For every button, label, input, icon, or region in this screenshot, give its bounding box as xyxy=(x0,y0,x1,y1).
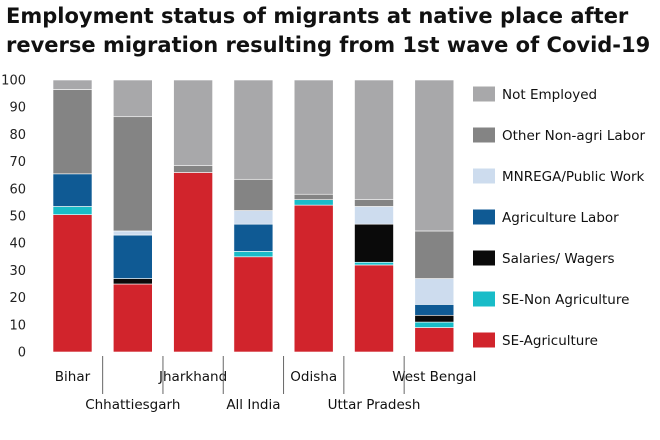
bar-all-india-agriculture-labor xyxy=(233,223,274,252)
legend-label-mnrega-public-work: MNREGA/Public Work xyxy=(502,169,645,185)
bar-chhattiesgarh-se-agriculture xyxy=(113,283,153,353)
bar-bihar-se-non-agriculture xyxy=(52,206,93,215)
bar-jharkhand-se-agriculture xyxy=(173,172,213,353)
y-tick-label-0: 0 xyxy=(18,346,26,361)
bar-west-bengal-se-non-agriculture xyxy=(414,321,455,328)
y-axis: 0 10 20 30 40 50 60 70 80 90 100 xyxy=(1,74,26,361)
bar-uttar-pradesh-not-employed xyxy=(354,79,394,200)
bar-bihar-se-agriculture xyxy=(52,214,93,353)
legend: Not Employed Other Non-agri Labor MNREGA/P… xyxy=(473,86,645,349)
bar-jharkhand-not-employed xyxy=(173,79,213,166)
bar-odisha-not-employed xyxy=(293,79,334,195)
x-category-label-bihar: Bihar xyxy=(55,369,91,385)
bar-uttar-pradesh-salaries-wagers xyxy=(354,223,394,263)
y-tick-label-100: 100 xyxy=(1,74,26,89)
bar-west-bengal-agriculture-labor xyxy=(414,304,455,316)
y-tick-label-30: 30 xyxy=(9,264,26,279)
legend-swatch-other-non-agri-labor xyxy=(473,127,495,143)
y-tick-label-60: 60 xyxy=(9,182,26,197)
bar-odisha-other-non-agri-labor xyxy=(293,193,334,200)
x-axis: Bihar Chhattiesgarh Jharkhand All India Odis… xyxy=(55,356,476,413)
bar-uttar-pradesh-se-non-agriculture xyxy=(354,261,394,266)
bars xyxy=(52,79,455,353)
y-tick-label-20: 20 xyxy=(9,291,26,306)
x-category-label-chhattiesgarh: Chhattiesgarh xyxy=(85,397,180,413)
y-tick-label-70: 70 xyxy=(9,155,26,170)
bar-chhattiesgarh-mnrega-public-work xyxy=(113,230,153,236)
legend-label-salaries-wagers: Salaries/ Wagers xyxy=(502,251,615,267)
bar-uttar-pradesh-mnrega-public-work xyxy=(354,206,394,225)
bar-odisha-se-non-agriculture xyxy=(293,199,334,206)
bar-all-india-not-employed xyxy=(233,79,274,180)
legend-swatch-se-agriculture xyxy=(473,332,495,348)
bar-uttar-pradesh-se-agriculture xyxy=(354,264,394,353)
bar-chhattiesgarh-not-employed xyxy=(113,79,153,118)
legend-swatch-se-non-agriculture xyxy=(473,291,495,307)
y-tick-label-50: 50 xyxy=(9,210,26,225)
bar-all-india-se-non-agriculture xyxy=(233,251,274,258)
y-tick-label-90: 90 xyxy=(9,101,26,116)
bar-jharkhand-other-non-agri-labor xyxy=(173,165,213,173)
legend-label-not-employed: Not Employed xyxy=(502,87,597,103)
bar-all-india-other-non-agri-labor xyxy=(233,178,274,211)
bar-bihar-other-non-agri-labor xyxy=(52,89,93,175)
bar-bihar-agriculture-labor xyxy=(52,173,93,207)
bar-all-india-mnrega-public-work xyxy=(233,210,274,225)
bar-chhattiesgarh-salaries-wagers xyxy=(113,278,153,285)
legend-swatch-mnrega-public-work xyxy=(473,168,495,184)
bar-west-bengal-not-employed xyxy=(414,79,455,232)
chart-title-line-1: Employment status of migrants at native … xyxy=(6,4,629,28)
bar-west-bengal-mnrega-public-work xyxy=(414,278,455,305)
chart-title: Employment status of migrants at native … xyxy=(6,2,656,60)
legend-label-se-agriculture: SE-Agriculture xyxy=(502,333,598,349)
x-category-label-uttar-pradesh: Uttar Pradesh xyxy=(328,397,421,413)
bar-chhattiesgarh-agriculture-labor xyxy=(113,234,153,279)
bar-odisha-se-agriculture xyxy=(293,204,334,353)
legend-swatch-not-employed xyxy=(473,86,495,102)
y-tick-label-10: 10 xyxy=(9,318,26,333)
legend-swatch-agriculture-labor xyxy=(473,209,495,225)
legend-swatch-salaries-wagers xyxy=(473,250,495,266)
legend-label-other-non-agri-labor: Other Non-agri Labor xyxy=(502,128,645,144)
bar-west-bengal-salaries-wagers xyxy=(414,314,455,323)
legend-label-agriculture-labor: Agriculture Labor xyxy=(502,210,619,226)
y-tick-label-40: 40 xyxy=(9,237,26,252)
bar-chhattiesgarh-other-non-agri-labor xyxy=(113,116,153,232)
chart-title-line-2: reverse migration resulting from 1st wav… xyxy=(6,33,651,57)
x-category-label-west-bengal: West Bengal xyxy=(392,369,476,385)
bar-bihar-not-employed xyxy=(52,79,93,90)
bar-west-bengal-se-agriculture xyxy=(414,327,455,353)
y-tick-label-80: 80 xyxy=(9,128,26,143)
bar-all-india-se-agriculture xyxy=(233,256,274,353)
x-category-label-all-india: All India xyxy=(226,397,280,413)
x-category-label-odisha: Odisha xyxy=(290,369,337,385)
x-category-label-jharkhand: Jharkhand xyxy=(158,369,227,385)
legend-label-se-non-agriculture: SE-Non Agriculture xyxy=(502,292,629,308)
bar-west-bengal-other-non-agri-labor xyxy=(414,230,455,279)
bar-uttar-pradesh-other-non-agri-labor xyxy=(354,199,394,207)
